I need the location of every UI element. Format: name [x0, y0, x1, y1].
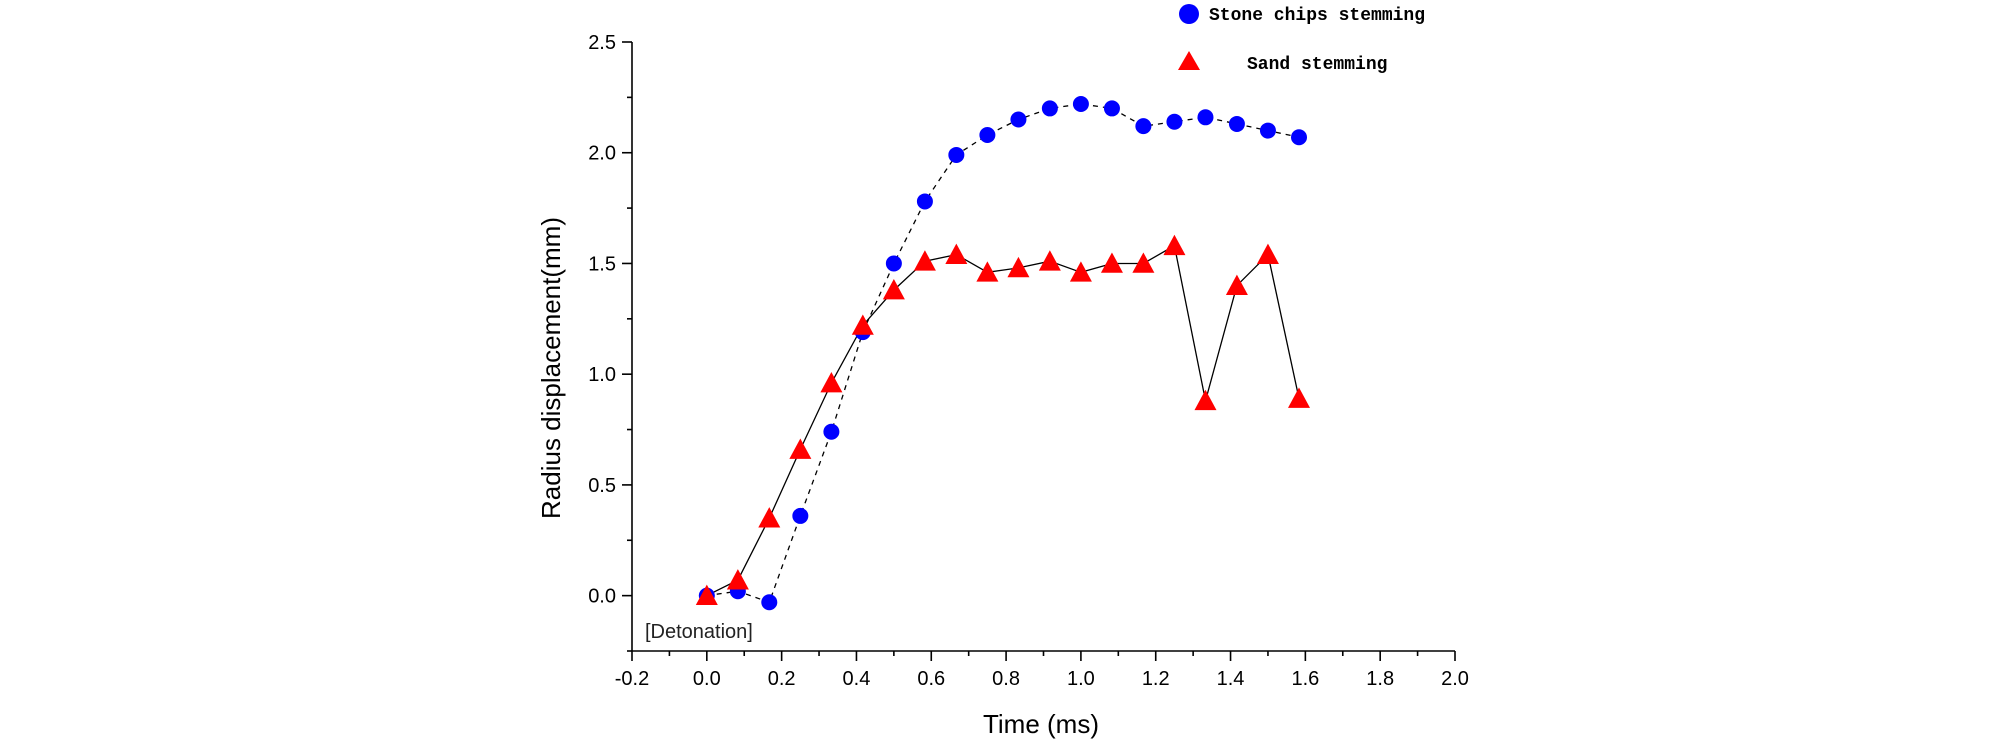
data-point-sand — [758, 507, 781, 528]
detonation-annotation: [Detonation] — [645, 621, 753, 643]
x-tick-label: 1.4 — [1217, 668, 1245, 690]
data-point-sand — [1100, 252, 1123, 273]
legend-circle-marker — [1179, 4, 1199, 24]
series-markers — [695, 96, 1311, 611]
x-tick-label: 1.2 — [1142, 668, 1170, 690]
legend-label-stone-chips: Stone chips stemming — [1209, 6, 1425, 26]
data-point-sand — [1007, 256, 1030, 278]
data-point-stone-chips — [885, 255, 902, 272]
data-point-stone-chips — [1010, 111, 1027, 128]
data-point-stone-chips — [1166, 113, 1183, 130]
x-tick-label: 0.8 — [992, 668, 1020, 690]
data-point-stone-chips — [1259, 122, 1276, 139]
data-point-sand — [913, 250, 936, 271]
data-point-stone-chips — [1291, 129, 1308, 146]
data-point-sand — [851, 314, 874, 335]
data-point-sand — [820, 372, 843, 393]
data-point-stone-chips — [823, 423, 840, 440]
data-point-sand — [789, 438, 812, 459]
x-axis-title: Time (ms) — [983, 709, 1099, 739]
data-point-sand — [695, 584, 718, 605]
data-point-stone-chips — [948, 146, 965, 163]
x-tick-label: -0.2 — [615, 668, 649, 690]
data-point-stone-chips — [1197, 109, 1214, 126]
x-tick-label: 2.0 — [1441, 668, 1469, 690]
legend-label-sand: Sand stemming — [1247, 55, 1387, 75]
series-line-sand — [706, 244, 1300, 597]
x-tick-label: 0.2 — [768, 668, 796, 690]
data-point-sand — [726, 569, 749, 590]
data-point-stone-chips — [1103, 100, 1120, 117]
y-tick-label: 0.5 — [588, 475, 616, 497]
legend-triangle-marker — [1178, 51, 1200, 70]
y-tick-label: 0.0 — [588, 586, 616, 608]
data-point-stone-chips — [792, 507, 809, 524]
legend: Stone chips stemming Sand stemming — [1178, 4, 1425, 75]
data-point-stone-chips — [979, 127, 996, 144]
x-tick-label: 0.4 — [843, 668, 871, 690]
data-point-sand — [1194, 389, 1217, 411]
x-tick-label: 1.8 — [1366, 668, 1394, 690]
data-point-stone-chips — [916, 193, 933, 210]
data-point-stone-chips — [1041, 100, 1058, 117]
y-tick-label: 1.5 — [588, 253, 616, 275]
data-point-stone-chips — [761, 594, 778, 611]
axes: -0.2 0.0 0.2 0.4 0.6 0.8 1.0 1.2 1.4 1.6 1.8 2.0 0.0… — [588, 32, 1469, 690]
data-point-sand — [1225, 274, 1248, 295]
legend-item-sand: Sand stemming — [1178, 51, 1387, 75]
x-tick-label: 1.6 — [1291, 668, 1319, 690]
series-line-stone-chips — [706, 103, 1300, 604]
data-point-sand — [1163, 234, 1186, 256]
x-tick-label: 0.0 — [693, 668, 721, 690]
y-tick-label: 1.0 — [588, 364, 616, 386]
y-tick-label: 2.0 — [588, 143, 616, 165]
data-point-sand — [882, 279, 905, 300]
data-point-stone-chips — [1228, 115, 1245, 132]
x-tick-label: 1.0 — [1067, 668, 1095, 690]
data-point-sand — [1256, 243, 1279, 264]
x-tick-label: 0.6 — [917, 668, 945, 690]
y-tick-label: 2.5 — [588, 32, 616, 54]
data-point-sand — [1288, 387, 1311, 408]
data-point-sand — [1069, 261, 1092, 282]
data-point-sand — [1038, 250, 1061, 271]
series-lines — [706, 103, 1300, 604]
data-point-sand — [945, 243, 968, 264]
data-point-sand — [976, 261, 999, 282]
y-axis-title: Radius displacement(mm) — [536, 217, 566, 519]
data-point-stone-chips — [1072, 96, 1089, 113]
legend-item-stone-chips: Stone chips stemming — [1179, 4, 1425, 26]
data-point-sand — [1132, 252, 1155, 273]
data-point-stone-chips — [1135, 118, 1152, 135]
